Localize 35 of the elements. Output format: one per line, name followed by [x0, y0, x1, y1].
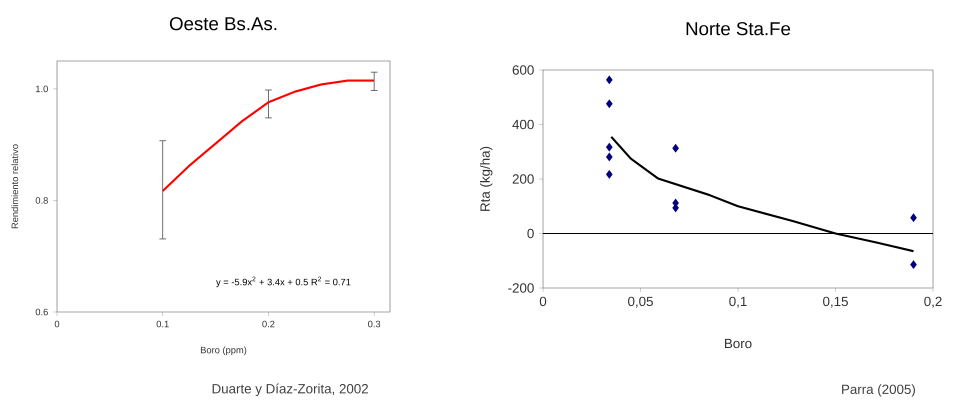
y-tick-label: 1.0 — [36, 86, 48, 92]
x-axis-title: Boro (ppm) — [200, 346, 246, 356]
point — [606, 142, 613, 152]
point — [606, 152, 613, 162]
text: Duarte y Díaz-Zorita, 2002 — [212, 384, 368, 396]
point — [606, 76, 613, 84]
y-tick-label: 0.8 — [36, 197, 48, 204]
y-tick-label: 0 — [527, 228, 534, 238]
y-tick-label: 200 — [512, 174, 534, 184]
x-tick-label: 0,15 — [823, 296, 848, 308]
line-series — [162, 79, 376, 192]
y-tick-label: -200 — [508, 283, 534, 293]
point — [606, 170, 613, 179]
y-tick-label: 0.6 — [36, 308, 48, 316]
x-tick-label: 0,05 — [628, 296, 653, 308]
x-tick-label: 0.2 — [262, 320, 274, 328]
point — [606, 100, 613, 108]
y-axis-title: Rendimiento relativo — [11, 144, 18, 228]
x-tick-label: 0,1 — [729, 296, 747, 308]
chart-title: Oeste Bs.As. — [170, 17, 276, 30]
x-tick-label: 0 — [54, 320, 60, 328]
y-tick-label: 600 — [512, 65, 534, 75]
y-tick-label: 400 — [512, 120, 534, 130]
point — [910, 260, 917, 269]
point — [672, 144, 679, 152]
x-tick-label: 0,2 — [924, 296, 942, 308]
x-tick-label: 0.3 — [368, 320, 380, 328]
point — [910, 213, 917, 222]
text: Parra (2005) — [842, 384, 915, 397]
x-tick-label: 0 — [540, 296, 546, 306]
chart-title: Norte Sta.Fe — [686, 22, 790, 36]
x-axis-title: Boro — [725, 338, 752, 348]
y-axis-title: Rta (kg/ha) — [480, 146, 492, 211]
annotation: y = -5.9x$^{2}$ + 3.4x + 0.5 R$^{2}$ = 0.71 — [216, 276, 350, 288]
x-tick-label: 0.1 — [156, 320, 169, 328]
